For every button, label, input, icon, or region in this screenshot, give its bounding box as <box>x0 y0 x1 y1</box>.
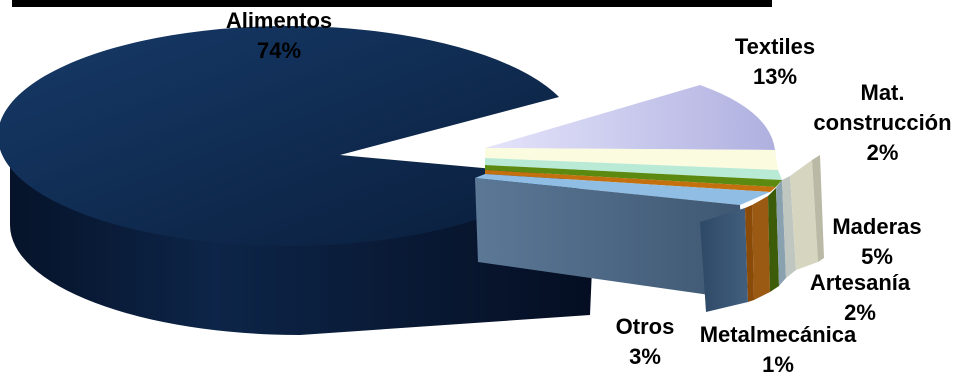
label-otros: Otros 3% <box>600 312 690 372</box>
label-alimentos: Alimentos 74% <box>194 6 364 66</box>
label-otros-value: 3% <box>629 344 661 369</box>
label-otros-name: Otros <box>615 314 675 339</box>
label-textiles: Textiles 13% <box>705 32 845 92</box>
slice-alimentos-top <box>0 26 559 246</box>
exploded-wedge-sides <box>475 155 824 312</box>
label-alimentos-value: 74% <box>256 38 302 63</box>
label-mat-construccion-value: 2% <box>866 140 899 165</box>
slice-otros <box>475 174 770 205</box>
label-artesania-value: 2% <box>844 300 876 325</box>
top-rule <box>12 0 772 7</box>
label-metalmecanica-value: 1% <box>762 352 794 377</box>
label-maderas: Maderas 5% <box>812 212 942 272</box>
label-mat-construccion: Mat. construcción 2% <box>800 78 965 168</box>
slice-alimentos <box>0 26 595 335</box>
label-textiles-name: Textiles <box>734 34 816 59</box>
label-maderas-name: Maderas <box>832 214 922 239</box>
slice-artesania <box>485 165 782 187</box>
slice-textiles <box>485 85 775 150</box>
label-textiles-value: 13% <box>752 64 798 89</box>
label-mat-construccion-name: Mat. construcción <box>813 80 952 135</box>
label-artesania-name: Artesanía <box>809 270 911 295</box>
label-artesania: Artesanía 2% <box>795 268 925 328</box>
label-metalmecanica: Metalmecánica 1% <box>683 320 873 380</box>
label-alimentos-name: Alimentos <box>225 8 333 33</box>
slice-maderas <box>485 158 782 180</box>
label-maderas-value: 5% <box>861 244 893 269</box>
slice-alimentos-side <box>10 160 595 335</box>
slice-mat-construccion <box>485 148 778 170</box>
slice-metalmecanica <box>485 170 776 192</box>
label-metalmecanica-name: Metalmecánica <box>699 322 857 347</box>
